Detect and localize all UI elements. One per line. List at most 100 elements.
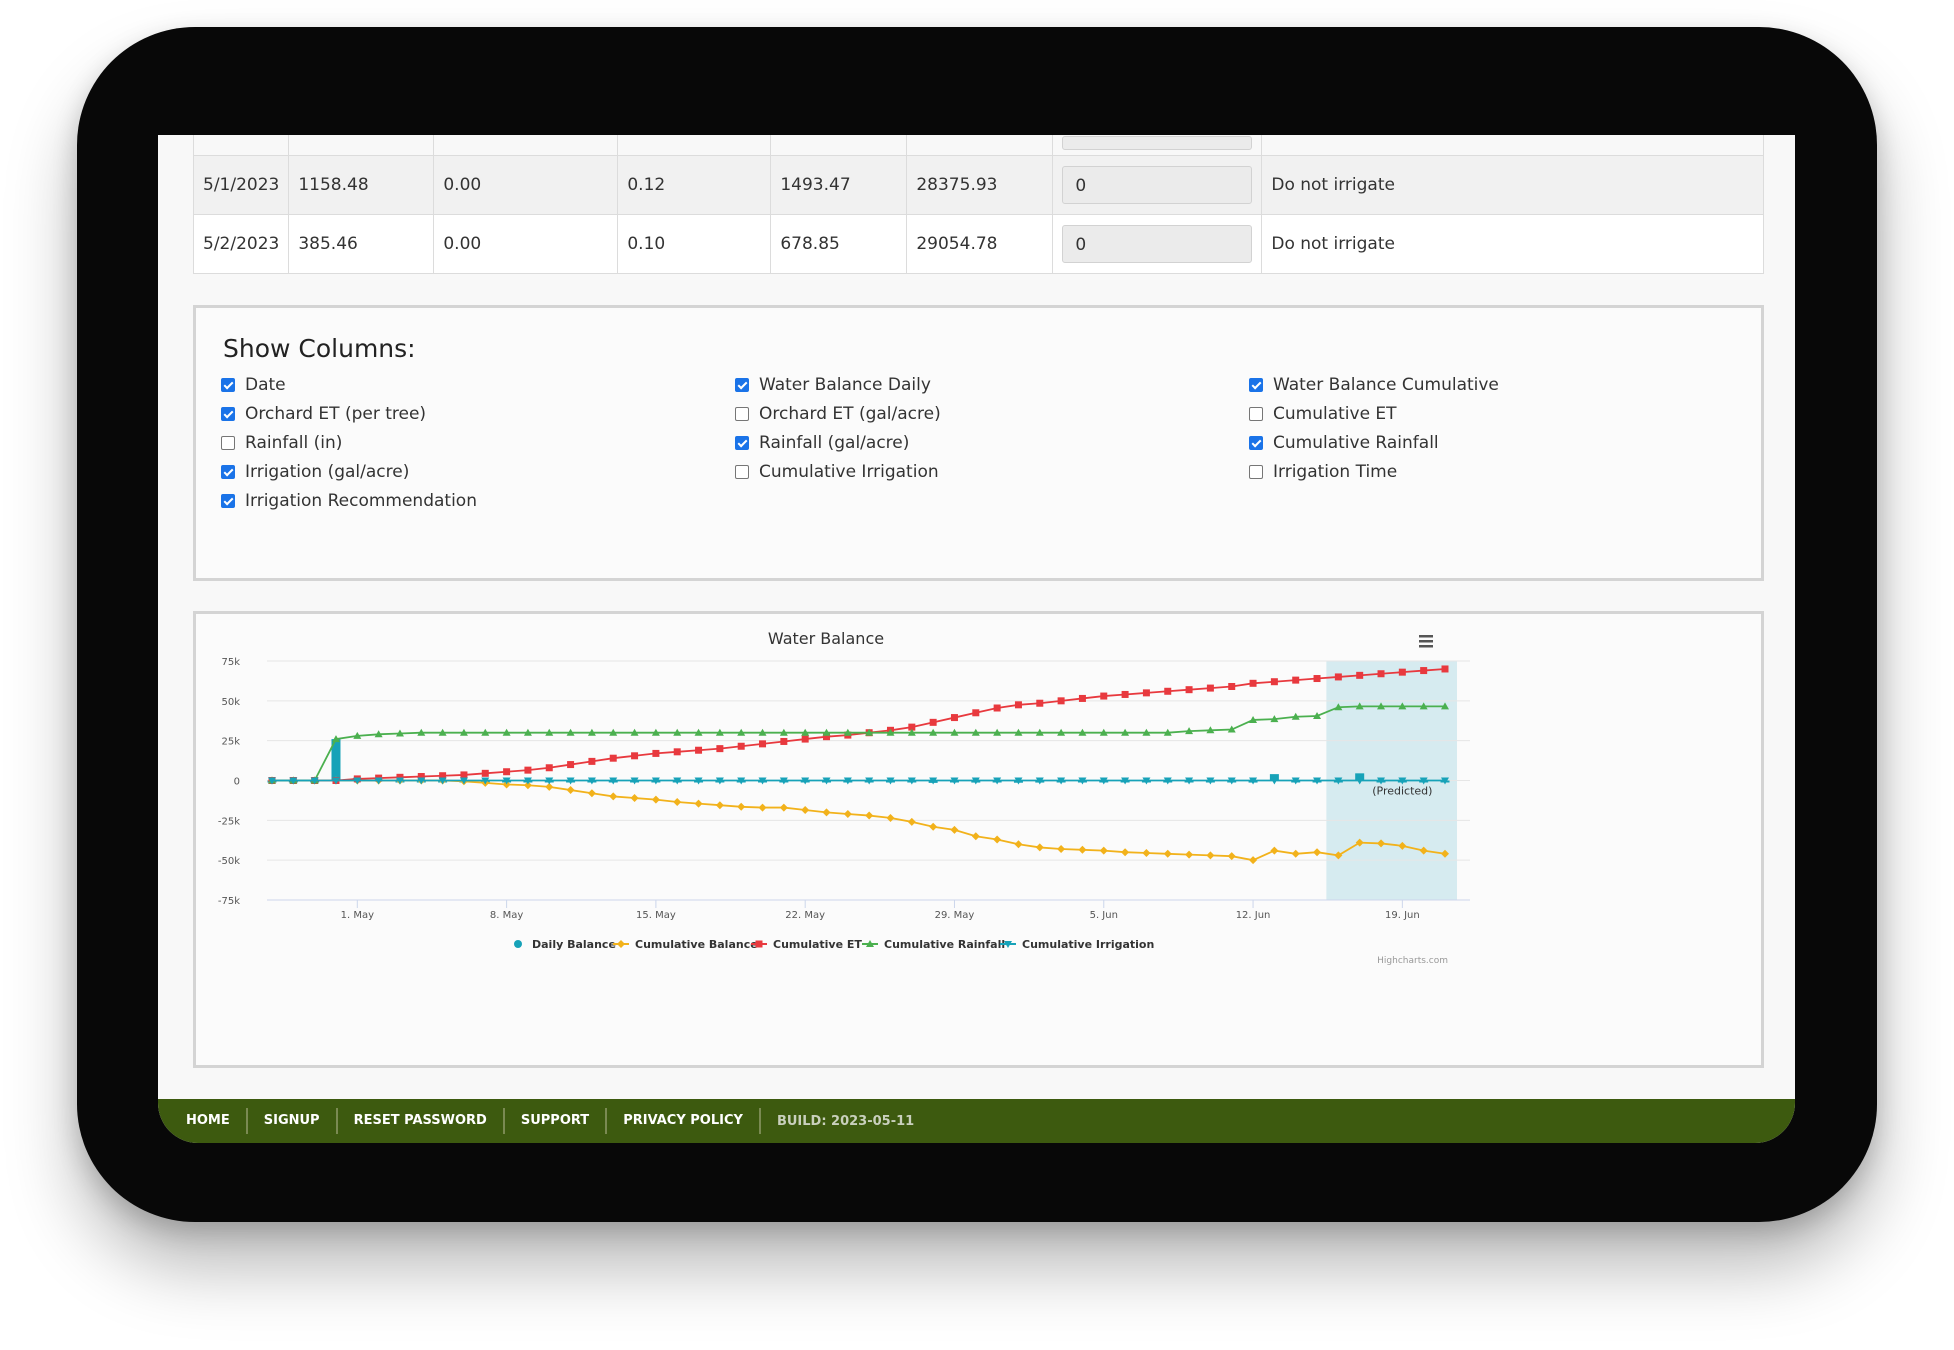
point-marker xyxy=(1121,848,1130,857)
legend-item[interactable]: Daily Balance xyxy=(510,938,616,951)
point-marker xyxy=(374,730,383,738)
point-marker xyxy=(459,777,468,785)
footer-link-privacy-policy[interactable]: PRIVACY POLICY xyxy=(607,1108,761,1134)
column-checkbox[interactable] xyxy=(735,465,749,479)
column-checkbox[interactable] xyxy=(221,407,235,421)
legend-item[interactable]: Cumulative ET xyxy=(751,938,862,951)
point-marker xyxy=(715,777,724,785)
point-marker xyxy=(1355,702,1364,710)
column-option[interactable]: Cumulative Irrigation xyxy=(735,460,939,484)
column-checkbox[interactable] xyxy=(1249,378,1263,392)
column-checkbox[interactable] xyxy=(221,378,235,392)
point-marker xyxy=(822,777,831,785)
column-option[interactable]: Irrigation Recommendation xyxy=(221,489,477,513)
point-marker xyxy=(929,718,937,726)
point-marker xyxy=(502,728,511,736)
column-option[interactable]: Orchard ET (gal/acre) xyxy=(735,402,941,426)
column-option[interactable]: Date xyxy=(221,373,286,397)
predicted-label: (Predicted) xyxy=(1372,785,1432,798)
point-marker xyxy=(609,728,618,736)
column-option[interactable]: Rainfall (gal/acre) xyxy=(735,431,909,455)
point-marker xyxy=(1249,777,1258,785)
irrigation-time-input[interactable] xyxy=(1062,136,1253,150)
column-option[interactable]: Irrigation Time xyxy=(1249,460,1397,484)
column-checkbox[interactable] xyxy=(735,436,749,450)
point-marker xyxy=(514,940,522,948)
column-option[interactable]: Water Balance Cumulative xyxy=(1249,373,1499,397)
column-option[interactable]: Water Balance Daily xyxy=(735,373,931,397)
x-tick-label: 19. Jun xyxy=(1385,910,1420,921)
point-marker xyxy=(1249,679,1257,687)
cell-orchard-et: 385.46 xyxy=(288,214,435,274)
y-tick-label: -25k xyxy=(218,816,240,827)
cell-balance-cumulative: 29054.78 xyxy=(906,214,1054,274)
x-tick-label: 5. Jun xyxy=(1090,910,1118,921)
irrigation-table: 5/1/2023 1158.48 0.00 0.12 1493.47 28375… xyxy=(192,135,1764,274)
column-checkbox[interactable] xyxy=(1249,465,1263,479)
point-marker xyxy=(310,777,319,785)
point-marker xyxy=(438,777,447,785)
point-marker xyxy=(1142,689,1150,697)
point-marker xyxy=(865,777,874,785)
column-option-label: Rainfall (in) xyxy=(245,433,343,453)
point-marker xyxy=(1291,777,1300,785)
point-marker xyxy=(1004,941,1012,948)
footer-link-home[interactable]: HOME xyxy=(170,1108,248,1134)
point-marker xyxy=(950,825,959,834)
point-marker xyxy=(588,757,596,765)
point-marker xyxy=(1057,728,1066,736)
point-marker xyxy=(396,773,404,781)
column-option[interactable]: Cumulative Rainfall xyxy=(1249,431,1439,455)
column-option[interactable]: Cumulative ET xyxy=(1249,402,1397,426)
point-marker xyxy=(1163,849,1172,858)
column-checkbox[interactable] xyxy=(221,494,235,508)
point-marker xyxy=(395,729,404,737)
point-marker xyxy=(1185,686,1193,694)
point-marker xyxy=(866,940,874,947)
point-marker xyxy=(1313,711,1322,719)
legend-item[interactable]: Cumulative Rainfall xyxy=(862,938,1005,951)
point-marker xyxy=(651,777,660,785)
column-checkbox[interactable] xyxy=(221,465,235,479)
column-checkbox[interactable] xyxy=(735,378,749,392)
column-checkbox[interactable] xyxy=(735,407,749,421)
highcharts-credit: Highcharts.com xyxy=(1377,956,1448,966)
legend-item[interactable]: Cumulative Irrigation xyxy=(1000,938,1154,951)
column-option[interactable]: Irrigation (gal/acre) xyxy=(221,460,409,484)
column-checkbox[interactable] xyxy=(1249,407,1263,421)
point-marker xyxy=(758,803,767,812)
point-marker xyxy=(523,781,532,790)
legend-item[interactable]: Cumulative Balance xyxy=(613,938,758,951)
column-option-label: Orchard ET (per tree) xyxy=(245,404,427,424)
irrigation-time-input[interactable]: 0 xyxy=(1062,166,1253,204)
point-marker xyxy=(1014,777,1023,785)
column-checkbox[interactable] xyxy=(221,436,235,450)
x-tick-label: 1. May xyxy=(341,910,374,921)
column-option[interactable]: Orchard ET (per tree) xyxy=(221,402,426,426)
point-marker xyxy=(481,728,490,736)
point-marker xyxy=(929,728,938,736)
point-marker xyxy=(1292,676,1300,684)
bar xyxy=(1269,774,1279,781)
point-marker xyxy=(1185,777,1194,785)
point-marker xyxy=(971,832,980,841)
point-marker xyxy=(374,777,383,785)
point-marker xyxy=(1227,725,1236,733)
irrigation-time-input[interactable]: 0 xyxy=(1062,225,1253,263)
menu-icon-bar xyxy=(1419,640,1433,643)
column-checkbox[interactable] xyxy=(1249,436,1263,450)
cell-balance-daily: 678.85 xyxy=(770,214,908,274)
footer-link-signup[interactable]: SIGNUP xyxy=(248,1108,338,1134)
hamburger-menu-icon[interactable] xyxy=(1419,635,1433,648)
footer-link-reset-password[interactable]: RESET PASSWORD xyxy=(338,1108,505,1134)
point-marker xyxy=(886,813,895,822)
footer-link-support[interactable]: SUPPORT xyxy=(505,1108,608,1134)
menu-icon-bar xyxy=(1419,645,1433,648)
column-option[interactable]: Rainfall (in) xyxy=(221,431,342,455)
point-marker xyxy=(993,835,1002,844)
point-marker xyxy=(1420,667,1428,675)
point-marker xyxy=(993,728,1002,736)
x-tick-label: 15. May xyxy=(636,910,676,921)
point-marker xyxy=(566,786,575,795)
point-marker xyxy=(417,773,425,781)
